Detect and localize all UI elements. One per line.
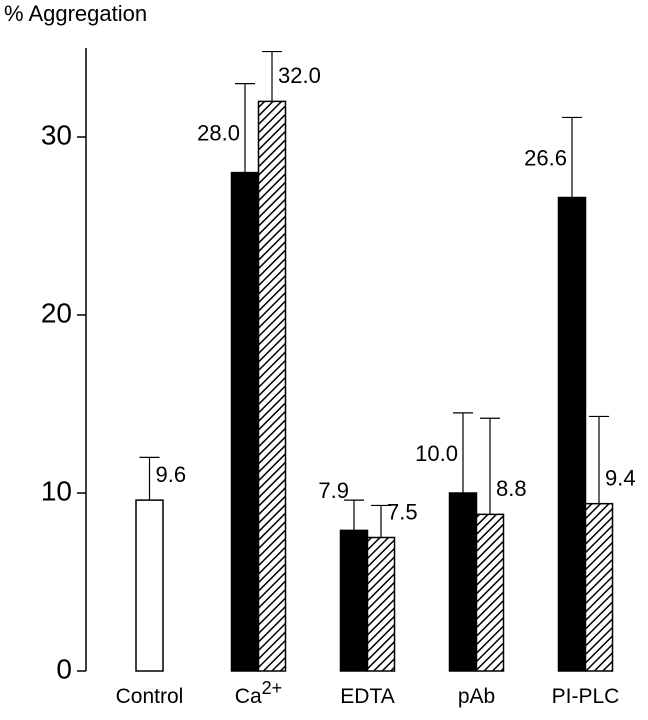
x-tick-label: Control [116, 685, 184, 708]
value-label: 10.0 [415, 441, 458, 466]
category-superscript: 2+ [262, 678, 283, 698]
bar [135, 499, 164, 672]
y-axis-label: % Aggregation [4, 1, 147, 26]
y-tick-label: 0 [56, 653, 72, 684]
bar [257, 100, 287, 672]
value-label: 9.6 [156, 462, 187, 487]
category-label: Control [116, 685, 184, 708]
x-tick-label: pAb [458, 685, 495, 708]
y-tick-label: 20 [41, 297, 72, 328]
bar [230, 171, 260, 672]
category-label: pAb [458, 685, 495, 708]
value-label: 8.8 [496, 476, 527, 501]
category-label: Ca [235, 685, 262, 708]
value-label: 26.6 [524, 145, 567, 170]
bar [448, 492, 478, 672]
bar [557, 196, 587, 672]
x-tick-label: Ca2+ [235, 678, 282, 708]
bar [366, 536, 396, 672]
value-label: 32.0 [278, 63, 321, 88]
category-label: PI-PLC [552, 685, 620, 708]
value-label: 7.5 [387, 499, 418, 524]
y-tick-label: 10 [41, 475, 72, 506]
bar [584, 502, 614, 672]
bar [475, 513, 505, 672]
value-label: 9.4 [605, 465, 636, 490]
y-tick-label: 30 [41, 119, 72, 150]
category-label: EDTA [340, 685, 394, 708]
x-tick-label: EDTA [340, 685, 394, 708]
value-label: 28.0 [197, 120, 240, 145]
x-tick-label: PI-PLC [552, 685, 620, 708]
bar [339, 529, 369, 672]
value-label: 7.9 [318, 478, 349, 503]
